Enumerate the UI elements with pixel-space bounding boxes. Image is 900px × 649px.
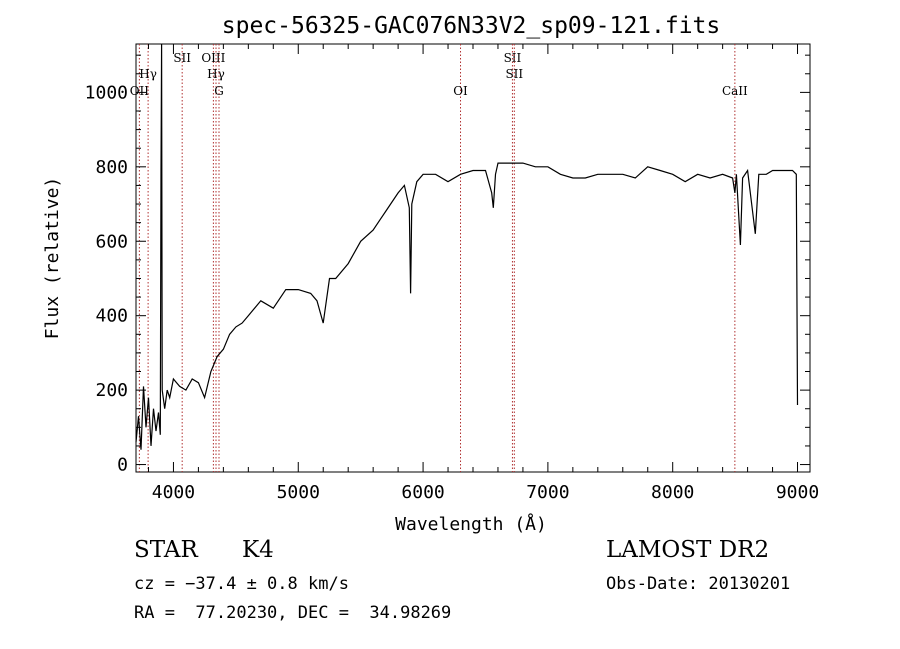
line-marker-label: OI xyxy=(453,84,468,98)
coordinates: RA = 77.20230, DEC = 34.98269 xyxy=(134,603,452,623)
x-tick-label: 4000 xyxy=(152,482,195,503)
y-tick-label: 0 xyxy=(117,455,128,476)
y-tick-label: 400 xyxy=(95,306,128,327)
line-marker-label: Hγ xyxy=(207,67,225,81)
survey-name: LAMOST DR2 xyxy=(606,537,770,563)
plot-frame xyxy=(135,43,811,473)
object-type: STAR xyxy=(134,537,198,563)
y-axis-label: Flux (relative) xyxy=(42,177,63,340)
line-marker-label: SII xyxy=(505,67,523,81)
line-marker-label: SII xyxy=(173,51,191,65)
y-axis-ticks: 0 200 400 600 800 1000 xyxy=(85,54,810,476)
line-marker-label: Hγ xyxy=(139,67,157,81)
x-tick-label: 8000 xyxy=(651,482,694,503)
redshift-cz: cz = −37.4 ± 0.8 km/s xyxy=(134,574,349,594)
y-tick-label: 800 xyxy=(95,157,128,178)
y-tick-label: 1000 xyxy=(85,82,128,103)
x-tick-label: 5000 xyxy=(277,482,320,503)
line-marker-label: G xyxy=(214,84,224,98)
line-marker-label: CaII xyxy=(722,84,748,98)
x-tick-label: 9000 xyxy=(776,482,819,503)
line-marker-label: OII xyxy=(130,84,150,98)
y-tick-label: 200 xyxy=(95,380,128,401)
observation-date: Obs-Date: 20130201 xyxy=(606,574,791,594)
line-marker-label: OIII xyxy=(201,51,225,65)
x-axis-label: Wavelength (Å) xyxy=(395,513,547,535)
line-marker-label: SII xyxy=(504,51,522,65)
spectrum-line xyxy=(135,43,799,450)
line-markers: OII Hγ SII OIII Hγ G OI SII SII CaII xyxy=(130,44,748,472)
x-tick-label: 6000 xyxy=(401,482,444,503)
x-tick-label: 7000 xyxy=(526,482,569,503)
y-tick-label: 600 xyxy=(95,231,128,252)
x-axis-ticks: 4000 5000 6000 7000 8000 9000 xyxy=(147,44,819,503)
object-subclass: K4 xyxy=(242,537,274,563)
chart-title: spec-56325-GAC076N33V2_sp09-121.fits xyxy=(222,13,721,39)
